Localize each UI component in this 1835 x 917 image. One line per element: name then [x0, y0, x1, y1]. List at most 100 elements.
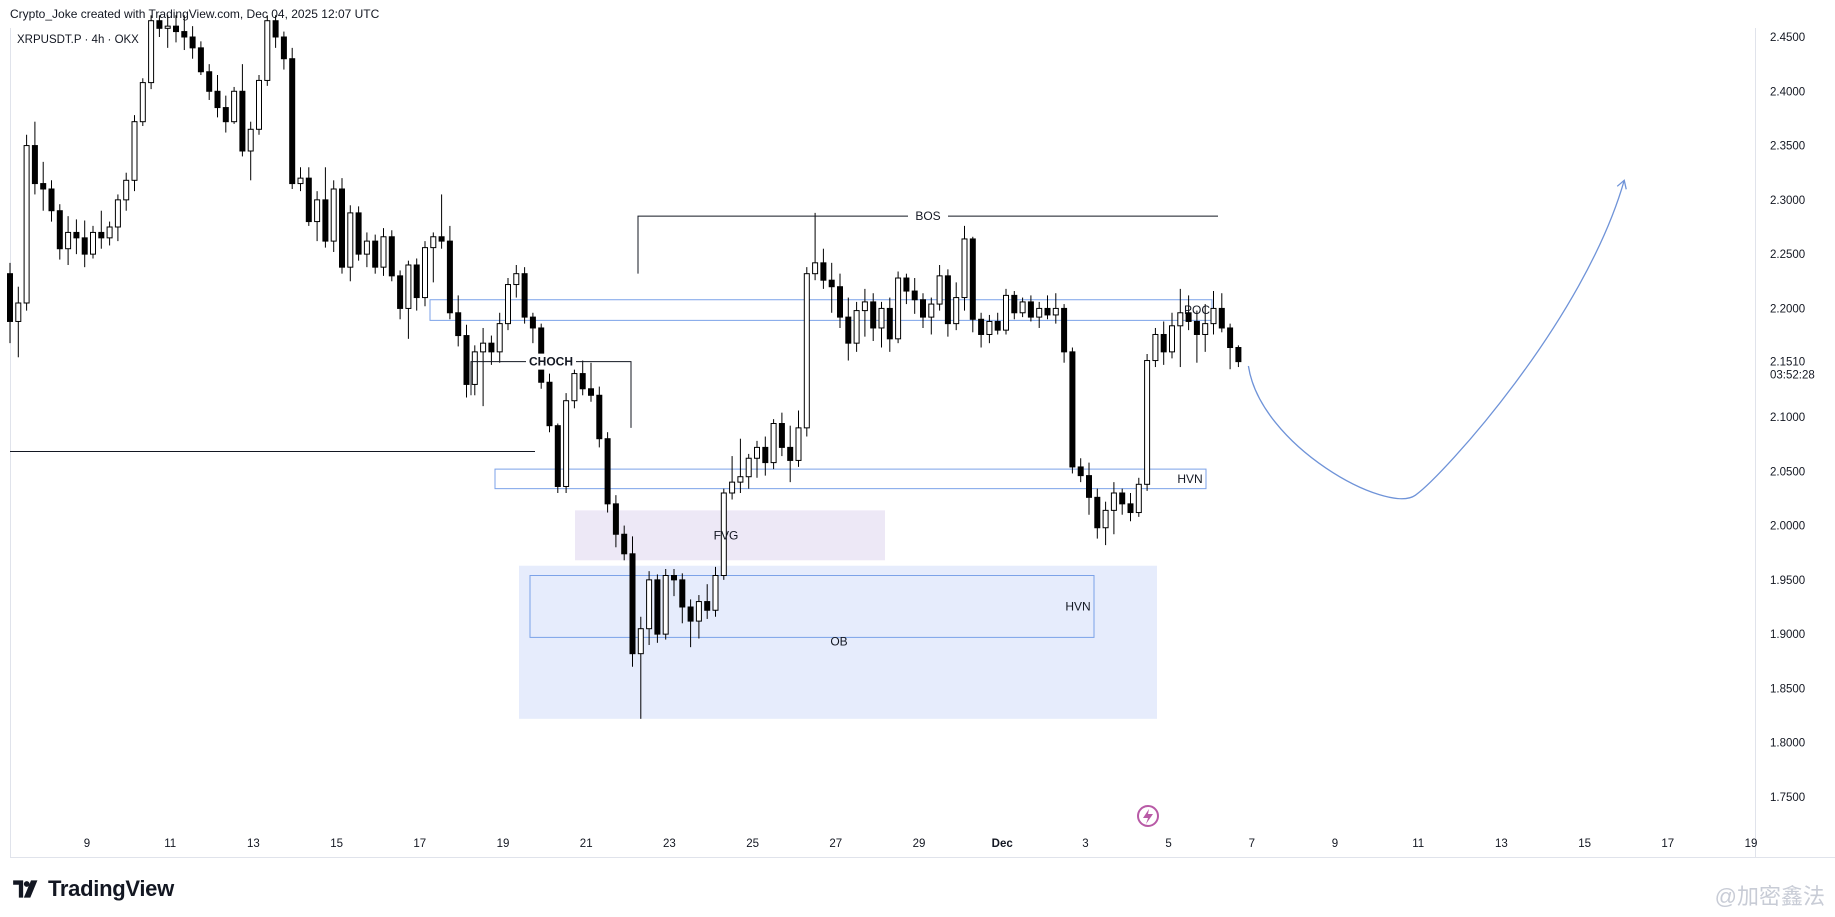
- candle: [571, 367, 578, 409]
- candle-body: [629, 553, 636, 655]
- candle-body: [695, 601, 702, 622]
- candle: [629, 536, 636, 667]
- candle-body: [845, 316, 852, 344]
- candle: [1210, 291, 1217, 335]
- candle: [1027, 295, 1034, 322]
- price-tick-label: 2.3500: [1770, 141, 1805, 153]
- candle-body: [280, 36, 287, 60]
- candle-body: [654, 579, 661, 635]
- candle-body: [380, 236, 387, 268]
- candle-body: [521, 273, 528, 318]
- candle: [339, 178, 345, 274]
- symbol-info[interactable]: XRPUSDT.P · 4h · OKX: [17, 34, 139, 46]
- candle-body: [463, 335, 470, 385]
- candle-body: [579, 373, 586, 390]
- candle: [480, 327, 487, 407]
- candle: [272, 15, 279, 48]
- price-tick-label: 2.1510: [1770, 357, 1805, 369]
- candle: [1227, 323, 1234, 370]
- candle: [1144, 354, 1151, 491]
- candle-body: [787, 446, 794, 461]
- price-tick-label: 2.3000: [1770, 195, 1805, 207]
- hvn-upper-zone[interactable]: [494, 468, 1207, 490]
- candle-body: [754, 446, 760, 459]
- time-axis[interactable]: 9 11 13 15 17 19 21 23 25 27 29 Dec 3 5 7 9 11 13 15 17 19: [84, 838, 1758, 850]
- lightning-icon[interactable]: [1137, 805, 1159, 827]
- candle-body: [56, 210, 63, 250]
- candle-body: [1152, 333, 1159, 362]
- hvn-lower-zone[interactable]: [529, 575, 1095, 638]
- candle-body: [239, 90, 246, 152]
- candle-body: [297, 177, 304, 185]
- candle: [994, 312, 1001, 335]
- candle-body: [662, 575, 669, 635]
- candle-body: [256, 79, 262, 130]
- candle-body: [322, 199, 329, 242]
- tradingview-brand[interactable]: TradingView: [10, 876, 174, 902]
- candle-body: [529, 316, 536, 329]
- candle: [837, 273, 843, 328]
- candle-body: [388, 236, 395, 277]
- candle: [355, 206, 362, 261]
- candle-body: [156, 20, 163, 29]
- ob-zone[interactable]: [519, 565, 1157, 719]
- bos-line[interactable]: [637, 215, 1218, 274]
- candle-body: [704, 601, 711, 611]
- candle-body: [828, 279, 835, 288]
- candle-body: [1044, 307, 1051, 316]
- candle-body: [131, 121, 138, 181]
- plot-area[interactable]: [10, 28, 1422, 857]
- price-tick-label: 2.2000: [1770, 303, 1805, 315]
- time-tick-label: 17: [1661, 838, 1674, 850]
- candle-body: [247, 128, 254, 152]
- candle: [106, 221, 113, 246]
- price-axis[interactable]: 2.4500 2.4000 2.3500 2.3000 2.2500 2.2000 2.15…: [1770, 32, 1815, 804]
- candle: [405, 260, 412, 339]
- candle: [372, 234, 379, 274]
- candle-body: [1061, 307, 1068, 353]
- candle-body: [978, 318, 985, 335]
- candle: [189, 26, 196, 59]
- candle-body: [31, 145, 38, 185]
- time-tick-label: 21: [580, 838, 593, 850]
- author-line: Crypto_Joke created with TradingView.com…: [10, 7, 380, 21]
- candle: [505, 278, 511, 331]
- candle: [737, 438, 744, 493]
- candle: [90, 225, 96, 259]
- candle: [1011, 291, 1018, 320]
- candle-body: [330, 188, 337, 242]
- candle: [745, 453, 752, 489]
- candle: [729, 456, 736, 500]
- candle: [156, 15, 163, 37]
- candle: [969, 236, 976, 333]
- candle-body: [687, 606, 694, 622]
- candle: [579, 360, 586, 396]
- projection-arrow[interactable]: [1247, 180, 1625, 500]
- candle: [413, 258, 420, 311]
- candle-body: [106, 226, 113, 239]
- candle: [1102, 501, 1109, 546]
- candle: [870, 293, 877, 341]
- candle: [546, 373, 553, 433]
- candle: [397, 270, 404, 320]
- candle-body: [40, 183, 47, 190]
- time-tick-label: 29: [913, 838, 926, 850]
- candle: [679, 573, 686, 624]
- hvn-lower-label: HVN: [1065, 599, 1090, 613]
- candle-body: [895, 277, 902, 340]
- candle: [48, 180, 55, 222]
- candle-body: [347, 212, 354, 268]
- candle: [1069, 347, 1076, 474]
- candle-body: [148, 20, 155, 84]
- candle-body: [1202, 323, 1209, 335]
- candle: [953, 282, 960, 331]
- candle: [845, 297, 852, 361]
- candle-body: [65, 231, 72, 250]
- candle-body: [762, 446, 769, 464]
- candle: [1218, 293, 1225, 333]
- candle-body: [1218, 307, 1225, 329]
- price-tick-label: 2.0500: [1770, 466, 1805, 478]
- candle: [81, 220, 88, 268]
- candle-body: [637, 628, 644, 655]
